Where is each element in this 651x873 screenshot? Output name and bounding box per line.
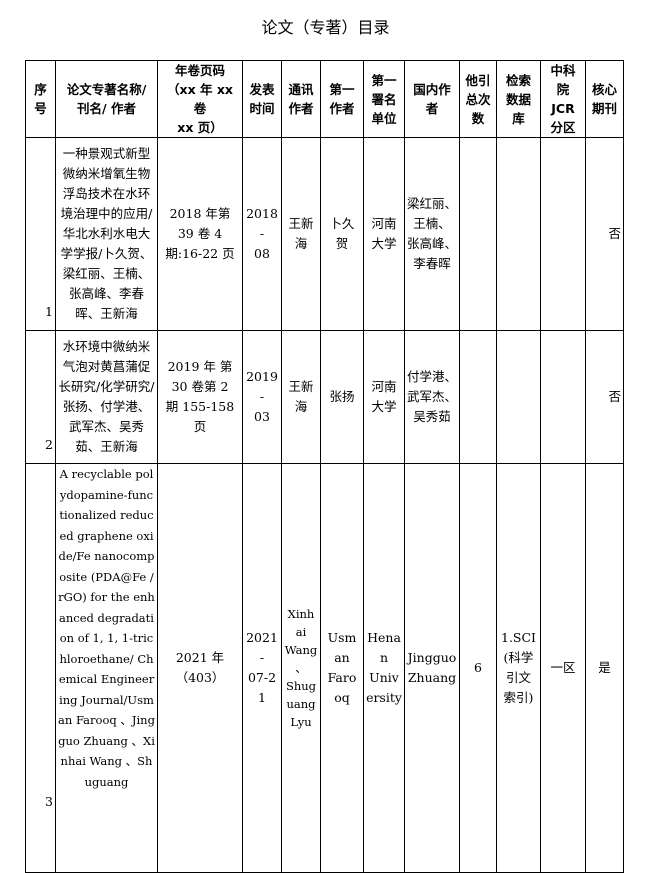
header-core: 核心 期刊 (585, 60, 624, 138)
header-first-author: 第一 作者 (320, 60, 364, 138)
header-seq: 序 号 (25, 60, 56, 138)
citations (459, 137, 497, 331)
header-title: 论文专著名称/ 刊名/ 作者 (55, 60, 158, 138)
header-date: 发表 时间 (242, 60, 282, 138)
seq: 2 (25, 330, 56, 464)
volume: 2021 年 （403） (157, 463, 243, 873)
corresponding-author: 王新 海 (281, 137, 321, 331)
domestic-authors: 梁红丽、 王楠、 张高峰、 李春晖 (404, 137, 460, 331)
seq: 1 (25, 137, 56, 331)
first-author: 张扬 (320, 330, 364, 464)
seq: 3 (25, 463, 56, 873)
title: 一种景观式新型微纳米增氧生物浮岛技术在水环境治理中的应用/华北水利水电大学学报/… (55, 137, 158, 331)
header-domestic: 国内作 者 (404, 60, 460, 138)
header-citations: 他引 总次 数 (459, 60, 497, 138)
header-jcr: 中科 院 JCR 分区 (540, 60, 586, 138)
table-row: 3 A recyclable polydopamine-functionaliz… (25, 463, 624, 873)
corresponding-author: 王新 海 (281, 330, 321, 464)
first-author: Usm an Faro oq (320, 463, 364, 873)
header-corresponding: 通讯 作者 (281, 60, 321, 138)
header-database: 检索 数据 库 (496, 60, 541, 138)
first-author: 卜久 贺 (320, 137, 364, 331)
volume: 2019 年 第 30 卷第 2 期 155-158 页 (157, 330, 243, 464)
paper-list-table: 序 号 论文专著名称/ 刊名/ 作者 年卷页码 （xx 年 xx 卷 xx 页）… (25, 60, 624, 873)
date: 2021- 07-21 (242, 463, 282, 873)
table-row: 2 水环境中微纳米气泡对黄菖蒲促长研究/化学研究/张扬、付学港、武军杰、吴秀茹、… (25, 330, 624, 464)
citations (459, 330, 497, 464)
citations: 6 (459, 463, 497, 873)
domestic-authors: Jingguo Zhuang (404, 463, 460, 873)
database (496, 137, 541, 331)
date: 2018- 08 (242, 137, 282, 331)
page-title: 论文（专著）目录 (261, 18, 390, 37)
header-row: 序 号 论文专著名称/ 刊名/ 作者 年卷页码 （xx 年 xx 卷 xx 页）… (25, 60, 624, 138)
core: 否 (585, 330, 624, 464)
domestic-authors: 付学港、 武军杰、 吴秀茹 (404, 330, 460, 464)
core: 否 (585, 137, 624, 331)
header-affiliation: 第一 署名 单位 (363, 60, 405, 138)
affiliation: 河南 大学 (363, 137, 405, 331)
database (496, 330, 541, 464)
title: A recyclable polydopamine-functionalized… (55, 463, 158, 873)
title: 水环境中微纳米气泡对黄菖蒲促长研究/化学研究/张扬、付学港、武军杰、吴秀茹、王新… (55, 330, 158, 464)
core: 是 (585, 463, 624, 873)
date: 2019- 03 (242, 330, 282, 464)
corresponding-author: Xinh ai Wang 、 Shug uang Lyu (281, 463, 321, 873)
jcr: 一区 (540, 463, 586, 873)
database: 1.SCI (科学 引文 索引) (496, 463, 541, 873)
jcr (540, 330, 586, 464)
affiliation: Hena n Univ ersity (363, 463, 405, 873)
jcr (540, 137, 586, 331)
table-row: 1 一种景观式新型微纳米增氧生物浮岛技术在水环境治理中的应用/华北水利水电大学学… (25, 137, 624, 331)
header-volume: 年卷页码 （xx 年 xx 卷 xx 页） (157, 60, 243, 138)
volume: 2018 年第 39 卷 4 期:16-22 页 (157, 137, 243, 331)
affiliation: 河南 大学 (363, 330, 405, 464)
